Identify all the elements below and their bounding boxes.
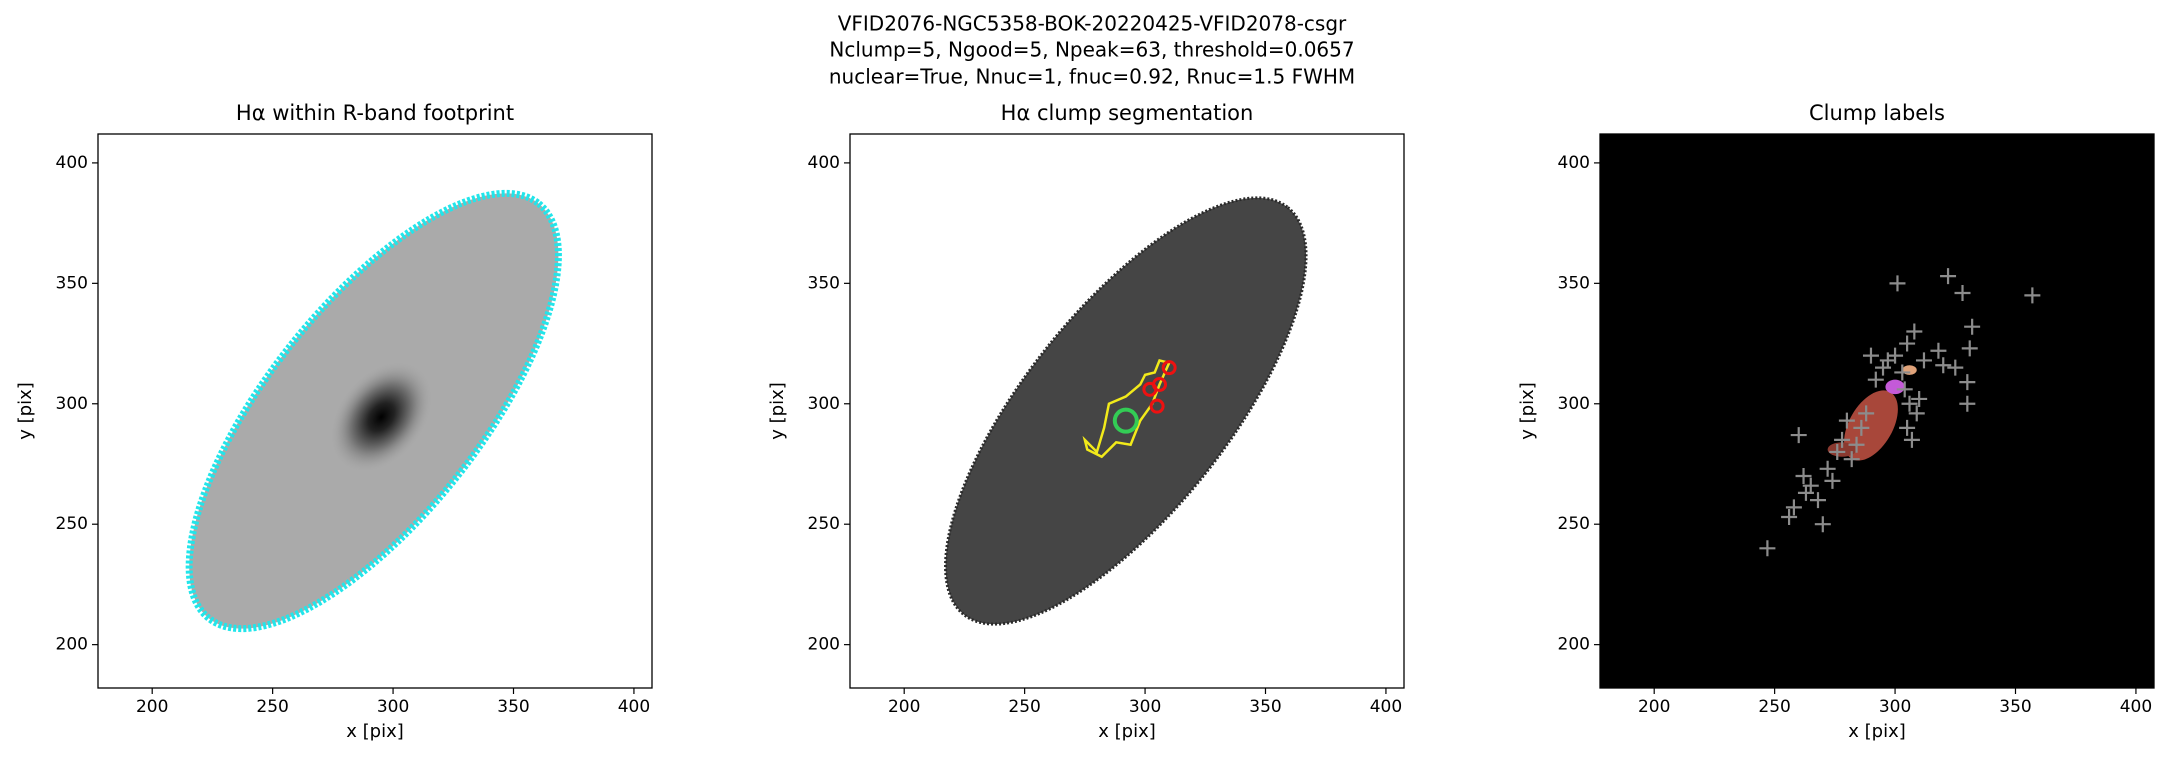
peak-marker (1889, 275, 1906, 292)
x-tick-label: 200 (1638, 697, 1670, 717)
x-tick-label: 300 (1129, 697, 1161, 717)
y-tick-label: 350 (1558, 273, 1590, 293)
peak-marker (1862, 347, 1879, 364)
peak-marker (1853, 419, 1870, 436)
peak-marker (1759, 540, 1776, 557)
peak-marker (1781, 508, 1798, 525)
x-axis-label: x [pix] (1848, 721, 1906, 742)
axes-frame (849, 133, 1405, 689)
peak-marker (1899, 335, 1916, 352)
peak-marker (1915, 352, 1932, 369)
y-axis-label: y [pix] (767, 382, 788, 440)
peak-marker (1947, 359, 1964, 376)
peak-marker (1940, 268, 1957, 285)
y-tick-label: 200 (808, 635, 840, 655)
y-tick-label: 250 (808, 514, 840, 534)
x-axis-label: x [pix] (1098, 721, 1156, 742)
peak-marker (1930, 342, 1947, 359)
x-tick-label: 200 (888, 697, 920, 717)
segment-contour (1082, 358, 1171, 459)
galaxy-core (329, 361, 434, 473)
y-axis-label: y [pix] (15, 382, 36, 440)
x-tick-label: 250 (256, 697, 288, 717)
peak-marker (1899, 419, 1916, 436)
x-tick-label: 300 (1879, 697, 1911, 717)
clump-marker (1149, 398, 1165, 414)
peak-marker (1901, 395, 1918, 412)
image-area (185, 189, 562, 633)
axes-frame (97, 133, 653, 689)
y-tick-label: 300 (808, 394, 840, 414)
peak-marker (1824, 472, 1841, 489)
peak-marker (1809, 492, 1826, 509)
y-tick-label: 400 (1558, 153, 1590, 173)
peak-marker (1903, 431, 1920, 448)
figure-title: nuclear=True, Nnuc=1, fnuc=0.92, Rnuc=1.… (829, 65, 1355, 89)
peak-marker (1858, 405, 1875, 422)
x-tick-label: 350 (1249, 697, 1281, 717)
y-tick-label: 350 (808, 273, 840, 293)
y-tick-label: 350 (56, 273, 88, 293)
peak-marker (1908, 405, 1925, 422)
x-tick-label: 350 (1999, 697, 2031, 717)
peak-marker (1838, 412, 1855, 429)
y-tick-label: 300 (1558, 394, 1590, 414)
clump-marker (1152, 377, 1168, 393)
axes-title: Hα clump segmentation (1001, 101, 1254, 125)
image-area (1600, 134, 2154, 688)
y-tick-label: 250 (1558, 514, 1590, 534)
peak-marker (1954, 284, 1971, 301)
label-region (1885, 379, 1905, 395)
peak-marker (1906, 323, 1923, 340)
x-tick-label: 400 (618, 697, 650, 717)
y-tick-label: 250 (56, 514, 88, 534)
x-tick-label: 400 (2120, 697, 2152, 717)
axes-title: Clump labels (1809, 101, 1945, 125)
figure-title: VFID2076-NGC5358-BOK-20220425-VFID2078-c… (838, 12, 1347, 36)
peak-marker (1935, 357, 1952, 374)
y-tick-label: 400 (808, 153, 840, 173)
peak-marker (1867, 371, 1884, 388)
image-area (944, 196, 1308, 626)
peak-marker (1894, 364, 1911, 381)
x-tick-label: 250 (1758, 697, 1790, 717)
x-axis-label: x [pix] (346, 721, 404, 742)
x-tick-label: 250 (1008, 697, 1040, 717)
peak-marker (1961, 340, 1978, 357)
y-tick-label: 400 (56, 153, 88, 173)
peak-marker (1785, 499, 1802, 516)
axes-frame (1599, 133, 2155, 689)
y-tick-label: 200 (1558, 635, 1590, 655)
clump-marker (1112, 407, 1139, 434)
peak-marker (1964, 318, 1981, 335)
peak-marker (2024, 287, 2041, 304)
peak-marker (1802, 477, 1819, 494)
figure-title: Nclump=5, Ngood=5, Npeak=63, threshold=0… (829, 38, 1354, 62)
peak-marker (1814, 516, 1831, 533)
peak-marker (1887, 347, 1904, 364)
peak-marker (1829, 443, 1846, 460)
peak-marker (1959, 374, 1976, 391)
x-tick-label: 300 (377, 697, 409, 717)
peak-marker (1911, 390, 1928, 407)
peak-marker (1896, 381, 1913, 398)
y-tick-label: 200 (56, 635, 88, 655)
peak-marker (1959, 395, 1976, 412)
peak-marker (1834, 431, 1851, 448)
peak-marker (1843, 451, 1860, 468)
axes-title: Hα within R-band footprint (236, 101, 514, 125)
y-tick-label: 300 (56, 394, 88, 414)
peak-marker (1795, 468, 1812, 485)
x-tick-label: 400 (1370, 697, 1402, 717)
peak-marker (1819, 460, 1836, 477)
x-tick-label: 200 (136, 697, 168, 717)
label-region (1827, 442, 1857, 457)
peak-marker (1790, 427, 1807, 444)
x-tick-label: 350 (497, 697, 529, 717)
clump-marker (1161, 360, 1177, 376)
peak-marker (1848, 436, 1865, 453)
y-axis-label: y [pix] (1517, 382, 1538, 440)
